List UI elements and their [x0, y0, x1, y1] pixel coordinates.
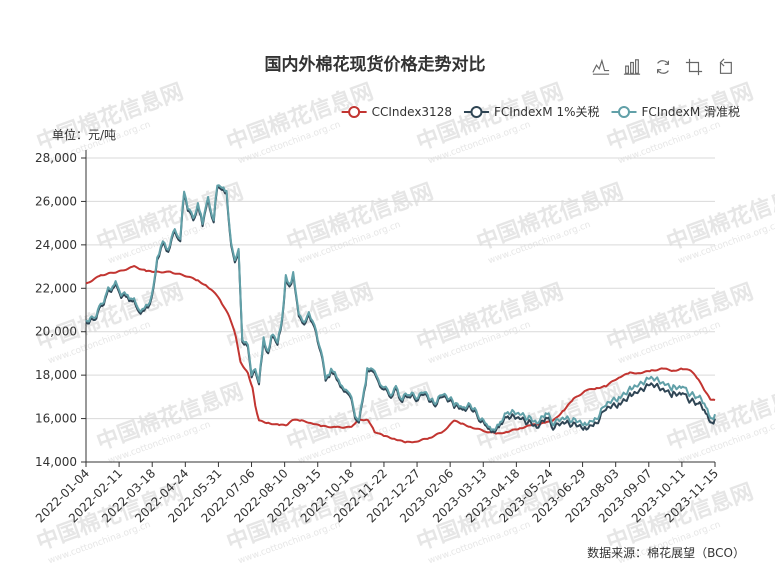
legend-label: CCIndex3128 — [372, 105, 452, 119]
grid — [86, 157, 715, 420]
legend-label: FCIndexM 滑准税 — [642, 105, 741, 119]
y-tick-label: 22,000 — [35, 281, 77, 295]
source-label: 数据来源：棉花展望（BCO） — [587, 545, 745, 560]
toolbox — [590, 56, 736, 78]
bar-chart-icon — [623, 59, 641, 75]
series-line — [85, 184, 716, 432]
restore-icon — [657, 60, 669, 74]
bar-chart-button[interactable] — [621, 56, 643, 78]
series-line — [85, 186, 716, 434]
line-chart-icon — [592, 58, 610, 75]
y-tick-label: 20,000 — [35, 325, 77, 339]
y-tick-label: 24,000 — [35, 238, 77, 252]
legend-item[interactable]: FCIndexM 1%关税 — [463, 105, 600, 119]
zoom-back-button[interactable] — [714, 56, 736, 78]
y-tick-label: 18,000 — [35, 368, 77, 382]
unit-label: 单位：元/吨 — [52, 127, 116, 142]
legend-item[interactable]: FCIndexM 滑准税 — [611, 105, 741, 119]
legend-swatch-marker — [618, 106, 630, 118]
legend-swatch-marker — [470, 106, 483, 118]
chart-title: 国内外棉花现货价格走势对比 — [265, 54, 486, 75]
y-tick-label: 26,000 — [35, 194, 77, 208]
series-lines — [85, 184, 716, 444]
y-tick-label: 14,000 — [35, 455, 77, 469]
legend-item[interactable]: CCIndex3128 — [341, 105, 452, 119]
x-axis: 2022-01-042022-02-112022-03-182022-04-24… — [33, 461, 721, 525]
zoom-back-icon — [719, 58, 732, 74]
line-chart-button[interactable] — [590, 56, 612, 78]
y-axis: 14,000 16,000 18,000 20,000 22,000 24,000 26,0… — [35, 150, 87, 469]
legend[interactable]: CCIndex3128 FCIndexM 1%关税 FCIndexM 滑准税 — [341, 105, 741, 119]
y-tick-label: 28,000 — [35, 151, 77, 165]
legend-label: FCIndexM 1%关税 — [494, 105, 600, 119]
zoom-icon — [685, 58, 703, 76]
y-tick-label: 16,000 — [35, 412, 77, 426]
legend-swatch-marker — [348, 106, 361, 118]
series-line — [85, 265, 716, 444]
restore-button[interactable] — [652, 56, 674, 78]
zoom-button[interactable] — [683, 56, 705, 78]
